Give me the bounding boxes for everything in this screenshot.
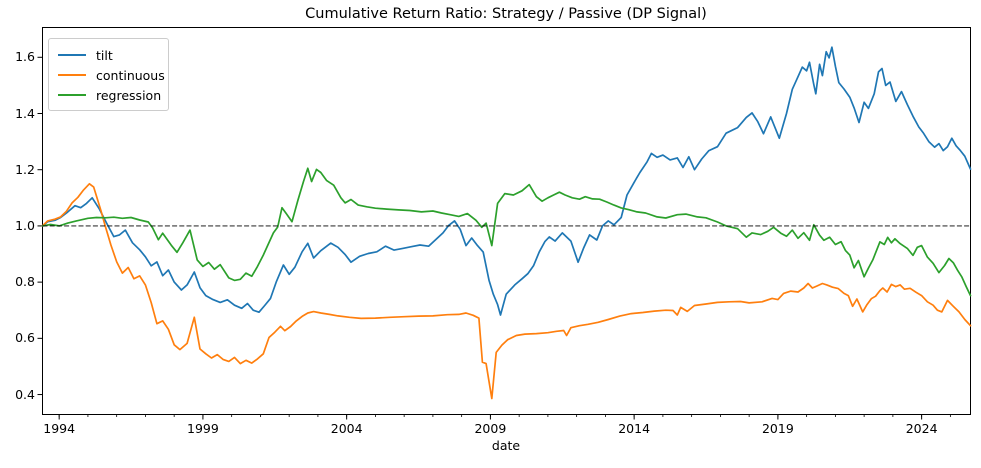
tick-label-y-1.2: 1.2 <box>15 161 35 177</box>
tilt-line-swatch-icon <box>58 54 86 56</box>
tick-label-y-0.6: 0.6 <box>15 330 35 346</box>
tick-label-x-1999: 1999 <box>187 420 219 436</box>
regression-line-swatch-icon <box>58 94 86 96</box>
tick-label-y-1.4: 1.4 <box>15 105 35 121</box>
tick-label-x-1994: 1994 <box>43 420 76 436</box>
tick-label-x-2004: 2004 <box>330 420 363 436</box>
tick-label-y-0.4: 0.4 <box>15 386 35 402</box>
continuous-line-swatch-icon <box>58 74 86 76</box>
legend-item-regression: regression <box>58 85 162 105</box>
chart-title: Cumulative Return Ratio: Strategy / Pass… <box>305 6 707 22</box>
tick-label-x-2024: 2024 <box>905 420 938 436</box>
legend-label-continuous: continuous <box>96 67 165 83</box>
tick-label-x-2014: 2014 <box>618 420 651 436</box>
series-line-tilt <box>41 46 972 316</box>
tick-label-x-2019: 2019 <box>761 420 794 436</box>
legend-label-regression: regression <box>96 87 162 103</box>
series-line-regression <box>41 167 972 297</box>
tick-label-y-1.6: 1.6 <box>15 49 35 65</box>
legend-label-tilt: tilt <box>96 47 113 63</box>
x-axis-label: date <box>491 438 521 453</box>
plot-frame <box>42 27 971 415</box>
legend-item-continuous: continuous <box>58 65 165 85</box>
tick-label-y-1.0: 1.0 <box>15 217 35 233</box>
legend-item-tilt: tilt <box>58 45 160 65</box>
legend: tilt continuous regression <box>48 38 169 111</box>
series-line-continuous <box>41 182 972 400</box>
tick-label-x-2009: 2009 <box>474 420 507 436</box>
tick-label-y-0.8: 0.8 <box>15 274 35 290</box>
